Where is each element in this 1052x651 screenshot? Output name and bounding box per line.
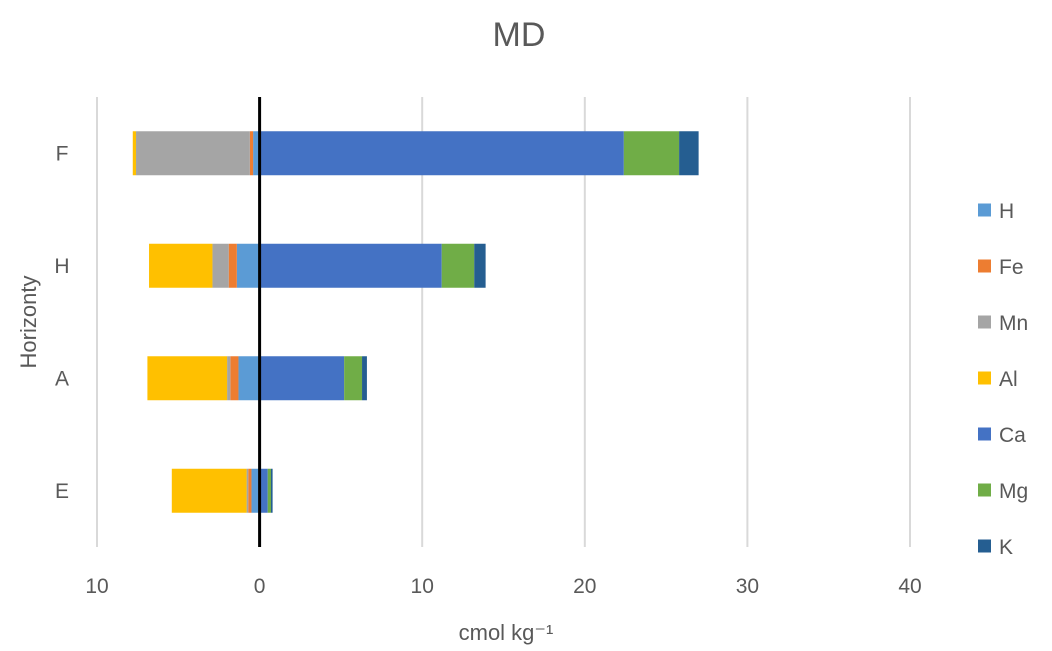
bar-E-K [270,468,273,513]
legend-swatch-Ca [978,427,991,441]
bar-H-K [474,243,486,288]
bars [132,131,699,513]
legend-swatch-Al [978,371,991,385]
bar-A-K [362,356,367,401]
bar-F-Fe [249,131,254,176]
x-tick-label-2: 10 [411,575,434,598]
bar-E-Al [171,468,247,513]
x-tick-label-5: 40 [898,575,921,598]
legend-label-Ca: Ca [999,424,1026,447]
bar-A-Ca [259,356,345,401]
x-axis-label: cmol kg⁻¹ [459,620,554,645]
legend-label-Mn: Mn [999,312,1028,335]
x-tick-label-1: 0 [254,575,266,598]
bar-A-H [238,356,260,401]
bar-H-Al [149,243,213,288]
legend-label-Mg: Mg [999,480,1028,503]
bar-A-Mn [227,356,231,401]
chart-title: MD [493,16,546,54]
bar-A-Al [147,356,228,401]
bar-H-Mg [441,243,475,288]
bar-F-Mg [623,131,680,176]
bar-E-Mn [246,468,249,513]
y-tick-label-A: A [55,367,69,390]
legend-label-K: K [999,536,1013,559]
y-tick-label-F: F [56,142,69,165]
bar-E-Mg [267,468,271,513]
legend-label-Al: Al [999,368,1018,391]
bar-H-Mn [212,243,229,288]
legend-label-Fe: Fe [999,256,1024,279]
bar-A-Mg [344,356,363,401]
legend-swatch-Mn [978,315,991,329]
bar-E-Fe [248,468,252,513]
y-axis-label: Horizonty [16,276,41,369]
y-tick-labels: E A H F [54,142,69,503]
legend-swatch-Fe [978,259,991,273]
bar-F-Ca [259,131,624,176]
legend-swatch-Mg [978,483,991,497]
x-tick-label-3: 20 [573,575,596,598]
bar-H-Ca [259,243,442,288]
bar-H-Fe [228,243,237,288]
x-tick-labels: 10 0 10 20 30 40 [85,575,921,598]
bar-F-K [679,131,699,176]
x-tick-label-4: 30 [736,575,759,598]
legend-label-H: H [999,200,1014,223]
legend-swatch-K [978,539,991,553]
bar-E-H [251,468,260,513]
bar-F-Mn [136,131,250,176]
y-tick-label-E: E [55,480,69,503]
legend-swatch-H [978,203,991,217]
legend: H Fe Mn Al Ca Mg K [978,200,1028,559]
bar-F-Al [132,131,137,176]
y-tick-label-H: H [54,255,69,278]
bar-E-Ca [259,468,268,513]
bar-A-Fe [230,356,239,401]
bar-F-H [253,131,260,176]
x-tick-label-0: 10 [85,575,108,598]
bar-H-H [236,243,260,288]
